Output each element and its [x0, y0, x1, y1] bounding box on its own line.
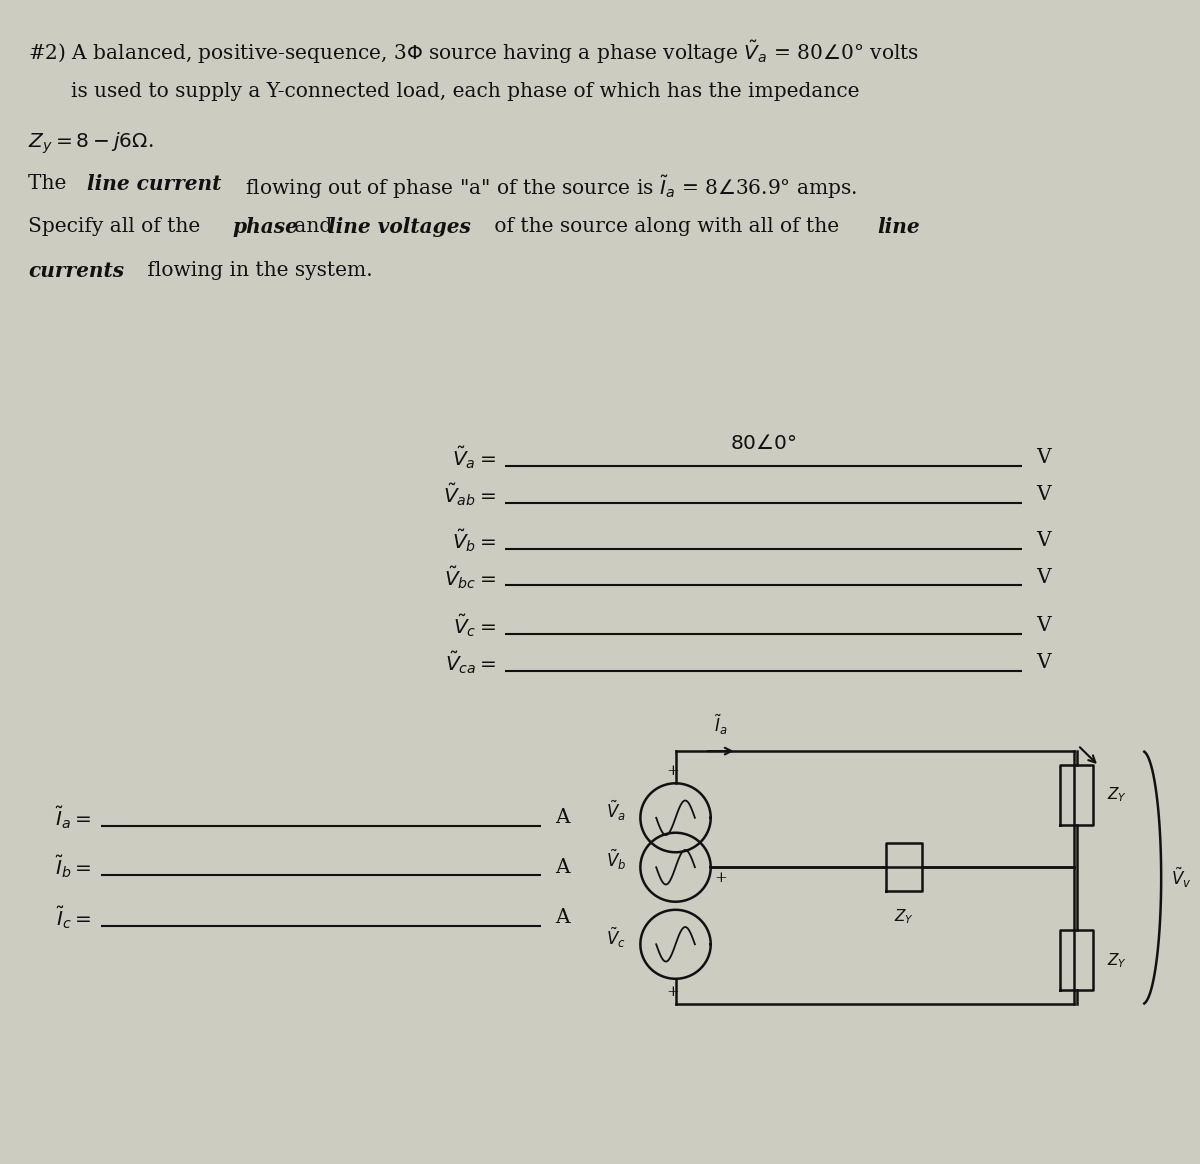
Text: $\tilde{V}_{ab} =$: $\tilde{V}_{ab} =$ [443, 482, 496, 508]
Text: is used to supply a Y-connected load, each phase of which has the impedance: is used to supply a Y-connected load, ea… [72, 81, 860, 101]
Text: $\tilde{V}_c =$: $\tilde{V}_c =$ [454, 612, 496, 639]
Text: $\tilde{V}_a =$: $\tilde{V}_a =$ [452, 445, 496, 471]
Text: $\tilde{V}_a$: $\tilde{V}_a$ [606, 799, 626, 823]
Text: Specify all of the: Specify all of the [28, 218, 206, 236]
Text: $Z_Y$: $Z_Y$ [894, 907, 914, 925]
Text: $\tilde{V}_v$: $\tilde{V}_v$ [1170, 865, 1192, 889]
Text: $\tilde{V}_b =$: $\tilde{V}_b =$ [452, 527, 496, 554]
Text: The: The [28, 173, 73, 193]
Text: A: A [554, 908, 569, 928]
Text: of the source along with all of the: of the source along with all of the [488, 218, 845, 236]
Text: $\tilde{V}_b$: $\tilde{V}_b$ [606, 849, 626, 873]
Text: V: V [1036, 653, 1050, 672]
Text: $Z_y = 8 - j6\Omega$.: $Z_y = 8 - j6\Omega$. [28, 130, 154, 156]
Text: line voltages: line voltages [329, 218, 472, 237]
Text: A: A [554, 808, 569, 828]
Text: flowing in the system.: flowing in the system. [140, 261, 372, 281]
Text: $\tilde{V}_{bc} =$: $\tilde{V}_{bc} =$ [444, 565, 496, 590]
Text: currents: currents [28, 261, 124, 282]
Text: $\tilde{I}_a$: $\tilde{I}_a$ [714, 714, 727, 737]
Text: +: + [714, 871, 727, 885]
Text: line: line [877, 218, 920, 237]
Text: V: V [1036, 616, 1050, 636]
Text: $Z_Y$: $Z_Y$ [1108, 951, 1127, 970]
Text: +: + [667, 985, 679, 999]
Text: phase: phase [232, 218, 298, 237]
Text: flowing out of phase "a" of the source is $\tilde{I}_a$ = 8$\angle$36.9° amps.: flowing out of phase "a" of the source i… [239, 173, 857, 201]
Text: V: V [1036, 448, 1050, 467]
Text: and: and [288, 218, 340, 236]
Text: line current: line current [86, 173, 221, 193]
Text: V: V [1036, 531, 1050, 551]
Text: V: V [1036, 568, 1050, 587]
Text: +: + [667, 764, 679, 778]
Text: $\tilde{I}_a =$: $\tilde{I}_a =$ [55, 804, 91, 831]
Text: $\tilde{V}_{ca} =$: $\tilde{V}_{ca} =$ [444, 650, 496, 676]
Text: $Z_Y$: $Z_Y$ [1108, 786, 1127, 804]
Text: $\tilde{I}_c =$: $\tilde{I}_c =$ [56, 904, 91, 931]
Text: $\tilde{V}_c$: $\tilde{V}_c$ [606, 925, 626, 950]
Text: V: V [1036, 485, 1050, 504]
Text: #2) A balanced, positive-sequence, 3$\Phi$ source having a phase voltage $\tilde: #2) A balanced, positive-sequence, 3$\Ph… [28, 40, 919, 66]
Text: A: A [554, 858, 569, 876]
Text: $80\angle 0°$: $80\angle 0°$ [731, 434, 797, 453]
Text: $\tilde{I}_b =$: $\tilde{I}_b =$ [55, 854, 91, 880]
